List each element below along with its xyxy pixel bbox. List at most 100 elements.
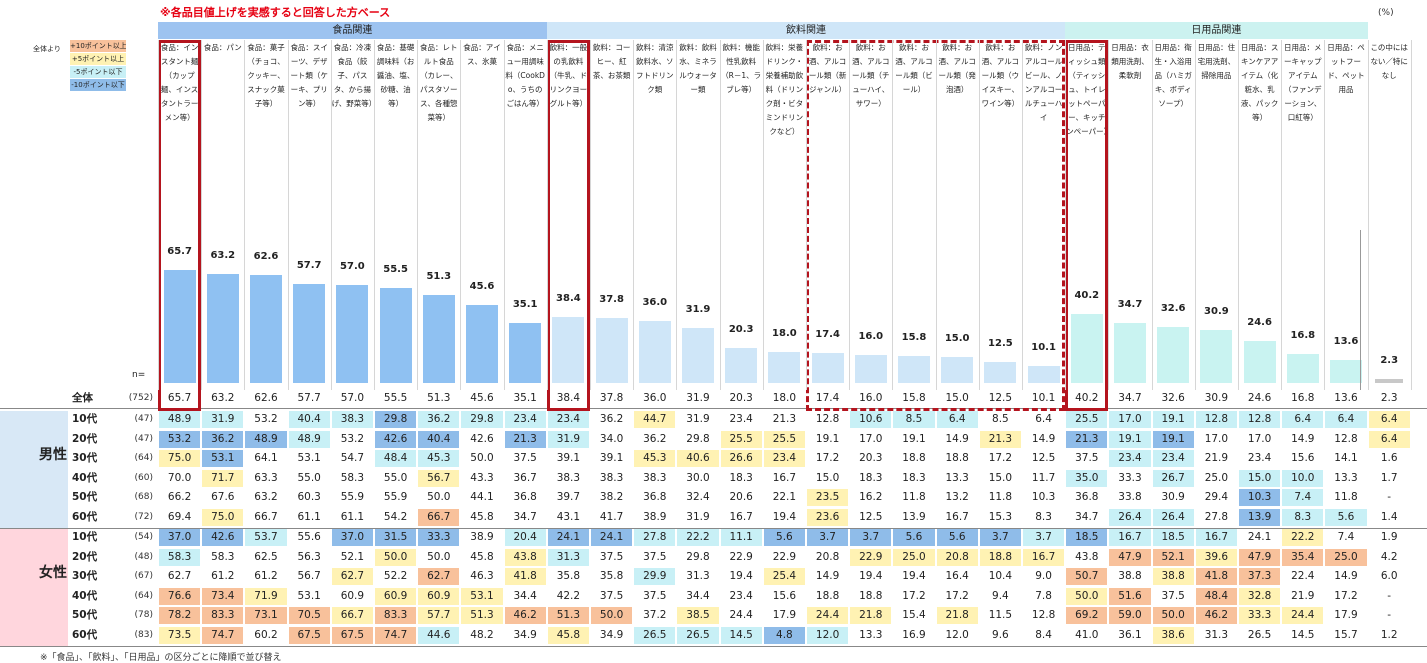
table-cell: 45.3 <box>634 450 676 467</box>
grid-line <box>892 40 894 390</box>
table-cell: 13.9 <box>902 510 926 523</box>
table-cell: 12.8 <box>1195 411 1237 428</box>
table-cell: 25.0 <box>1325 548 1367 566</box>
bar <box>768 352 801 383</box>
table-cell: - <box>1387 589 1392 602</box>
table-cell: - <box>1387 491 1392 503</box>
table-cell: 13.3 <box>945 471 969 484</box>
table-cell: 29.8 <box>686 432 710 445</box>
table-cell: 24.4 <box>807 607 849 624</box>
table-cell: 12.5 <box>1031 452 1056 464</box>
table-cell: 50.0 <box>427 491 451 503</box>
bar <box>682 328 714 383</box>
table-cell: 48.2 <box>470 628 494 641</box>
column-header: 日用品：スキンケアアイテム（化粧水、乳液、パック等） <box>1240 43 1279 122</box>
row-label: 30代 <box>72 452 98 464</box>
table-row: 10代 (54) 37.0 42.6 53.7 55.6 37.0 31.5 33.3 38.9 2… <box>0 529 1427 546</box>
table-cell: 62.7 <box>331 568 373 585</box>
table-cell: 17.2 <box>902 589 926 602</box>
table-cell: 14.9 <box>1334 570 1358 582</box>
table-cell: 29.9 <box>634 568 676 585</box>
table-cell: 4.8 <box>763 626 805 644</box>
table-cell: 51.3 <box>547 607 589 624</box>
row-n: (72) <box>134 511 153 522</box>
column-header: 飲料：機能性乳飲料（R－1、ラブレ等） <box>721 43 762 94</box>
table-cell: 37.5 <box>1161 589 1185 602</box>
table-cell: 42.6 <box>202 529 244 546</box>
table-cell: 83.3 <box>375 607 417 624</box>
row-label: 60代 <box>72 510 98 523</box>
bar <box>336 284 369 383</box>
table-cell: 3.7 <box>1023 529 1065 546</box>
row-n: (60) <box>134 472 153 483</box>
table-cell: 36.2 <box>202 430 244 448</box>
table-cell: 39.1 <box>599 452 624 464</box>
table-cell: 37.5 <box>643 550 667 563</box>
table-cell: 37.5 <box>599 550 624 563</box>
table-cell: 7.4 <box>1337 531 1355 543</box>
table-cell: 36.0 <box>643 392 667 404</box>
column-header: 食品：基礎調味料（お醤油、塩、砂糖、油等） <box>376 43 415 108</box>
table-cell: 51.3 <box>427 392 451 404</box>
grid-line <box>633 40 635 390</box>
table-cell: 34.4 <box>513 589 537 602</box>
table-cell: 3.7 <box>979 529 1021 546</box>
table-cell: 25.5 <box>720 430 762 448</box>
bar <box>1330 359 1362 383</box>
table-cell: 23.5 <box>807 489 849 506</box>
table-cell: 15.3 <box>988 510 1013 523</box>
legend-label: 全体より <box>33 45 61 53</box>
table-cell: 78.2 <box>159 607 201 624</box>
grid-line <box>460 40 462 390</box>
row-label: 20代 <box>72 550 98 563</box>
column-header: 飲料：お酒、アルコール類（新ジャンル） <box>808 43 847 94</box>
table-cell: 52.1 <box>1152 548 1194 566</box>
table-cell: 5.6 <box>1325 508 1367 526</box>
row-n: (54) <box>134 532 153 542</box>
table-cell: 56.7 <box>297 570 321 582</box>
grid-line <box>1238 40 1239 390</box>
bar-value-label: 36.0 <box>642 297 668 309</box>
column-header: 日用品：衣類用洗剤、柔軟剤 <box>1111 43 1149 80</box>
table-cell: 53.1 <box>461 587 503 605</box>
table-row: 30代 (67) 62.7 61.2 61.2 56.7 62.7 52.2 62.7 46.3 4… <box>0 568 1427 585</box>
table-cell: 38.3 <box>643 471 667 484</box>
grid-line <box>374 40 375 390</box>
bar-value-label: 45.6 <box>469 280 495 292</box>
table-cell: 37.5 <box>599 589 624 602</box>
grid-line <box>244 40 246 390</box>
table-cell: 29.4 <box>1204 491 1229 503</box>
table-cell: 36.8 <box>1075 491 1099 503</box>
column-header: 食品：スイーツ、デザート類（ケーキ、プリン等） <box>290 43 328 108</box>
table-cell: 45.8 <box>470 550 494 563</box>
table-cell: 22.1 <box>772 491 797 503</box>
table-cell: 19.1 <box>1152 430 1194 448</box>
table-cell: 37.0 <box>159 529 201 546</box>
table-cell: 12.0 <box>807 626 849 644</box>
table-cell: 1.9 <box>1380 531 1398 543</box>
table-cell: 38.6 <box>1152 626 1194 644</box>
table-cell: 14.9 <box>1031 432 1056 445</box>
table-cell: 23.4 <box>729 589 753 602</box>
group-header: 食品関連 <box>158 22 547 39</box>
table-cell: 41.8 <box>504 568 546 585</box>
table-cell: 55.0 <box>297 471 321 484</box>
table-cell: 16.7 <box>945 510 969 523</box>
table-cell: 19.1 <box>1109 430 1151 448</box>
table-cell: 73.5 <box>159 626 201 644</box>
table-cell: 62.6 <box>254 392 278 404</box>
table-cell: 38.4 <box>556 392 581 404</box>
table-cell: 18.0 <box>772 392 797 404</box>
bar <box>1286 354 1319 383</box>
column-header: 食品：パン <box>203 43 242 52</box>
bar-value-label: 65.7 <box>167 245 192 257</box>
table-cell: 37.5 <box>643 589 667 602</box>
grid-line <box>503 40 505 390</box>
table-cell: 60.9 <box>375 587 417 605</box>
table-cell: 71.9 <box>245 587 287 605</box>
bar <box>725 348 758 383</box>
bar-value-label: 63.2 <box>210 250 236 262</box>
bar <box>941 357 974 383</box>
table-cell: 21.3 <box>979 430 1021 448</box>
